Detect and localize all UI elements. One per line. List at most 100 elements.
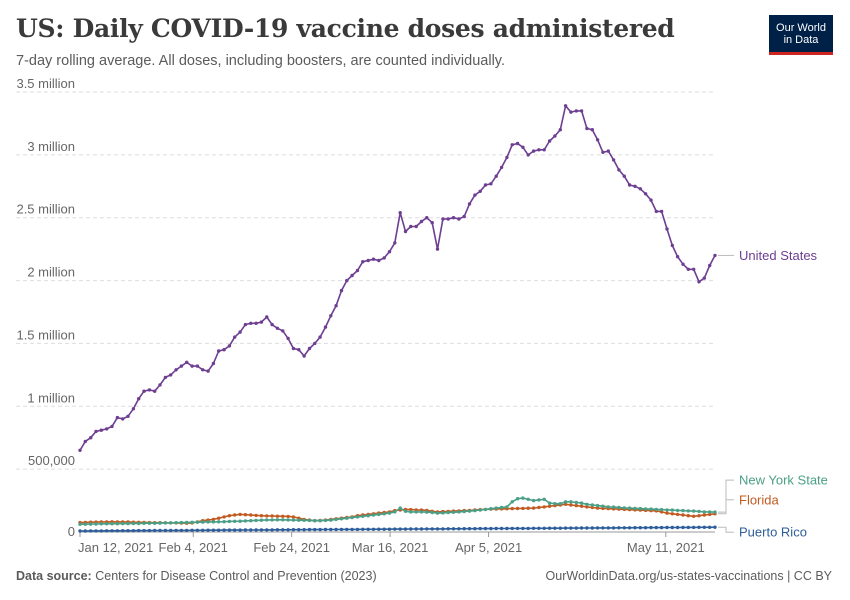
data-point bbox=[105, 522, 109, 526]
data-point bbox=[265, 518, 269, 522]
data-point bbox=[702, 510, 706, 514]
data-point bbox=[643, 192, 648, 196]
data-point bbox=[505, 526, 509, 531]
data-point bbox=[302, 528, 306, 532]
data-point bbox=[425, 216, 429, 220]
data-point bbox=[638, 187, 642, 191]
data-point bbox=[227, 344, 232, 348]
data-point bbox=[195, 364, 200, 368]
data-point bbox=[329, 518, 333, 522]
data-point bbox=[137, 528, 141, 533]
data-point bbox=[179, 528, 184, 533]
data-point bbox=[398, 211, 402, 215]
data-point bbox=[190, 528, 194, 532]
data-point bbox=[137, 521, 141, 526]
data-point bbox=[302, 354, 306, 358]
data-point bbox=[233, 513, 237, 517]
data-point bbox=[345, 278, 349, 283]
data-point bbox=[115, 529, 120, 533]
data-point bbox=[227, 514, 232, 518]
data-point bbox=[462, 527, 466, 531]
data-point bbox=[291, 518, 296, 522]
data-point bbox=[446, 217, 450, 221]
data-point bbox=[195, 528, 200, 532]
data-point bbox=[692, 267, 696, 271]
data-point bbox=[211, 361, 216, 366]
data-point bbox=[451, 216, 456, 220]
data-point bbox=[505, 155, 509, 160]
data-point bbox=[467, 202, 472, 206]
data-point bbox=[238, 528, 242, 532]
data-point bbox=[217, 516, 221, 520]
chart-title: US: Daily COVID-19 vaccine doses adminis… bbox=[16, 14, 675, 43]
data-point bbox=[627, 506, 632, 510]
data-point bbox=[531, 498, 536, 503]
data-point bbox=[126, 414, 130, 418]
data-point bbox=[393, 241, 397, 245]
data-point bbox=[403, 509, 408, 513]
data-point bbox=[670, 525, 674, 530]
data-point bbox=[83, 529, 88, 533]
data-point bbox=[131, 407, 136, 411]
legend-connector bbox=[718, 499, 734, 515]
data-point bbox=[654, 525, 658, 530]
data-point bbox=[574, 503, 578, 508]
data-point bbox=[259, 320, 264, 324]
data-point bbox=[510, 500, 514, 504]
data-point bbox=[494, 506, 498, 510]
data-point bbox=[659, 209, 664, 214]
data-point bbox=[222, 348, 226, 352]
data-point bbox=[569, 500, 573, 504]
data-point bbox=[649, 198, 653, 202]
data-point bbox=[697, 509, 701, 514]
data-point bbox=[387, 527, 392, 531]
data-point bbox=[643, 507, 648, 511]
data-point bbox=[275, 518, 280, 522]
owid-logo[interactable]: Our World in Data bbox=[769, 15, 833, 55]
data-point bbox=[670, 243, 674, 248]
data-point bbox=[627, 183, 632, 187]
data-point bbox=[291, 346, 296, 351]
data-point bbox=[441, 511, 445, 515]
logo-line-2: in Data bbox=[783, 33, 819, 46]
data-point bbox=[665, 525, 669, 530]
data-point bbox=[174, 368, 178, 372]
data-point bbox=[478, 508, 482, 512]
data-point bbox=[345, 516, 349, 520]
data-point bbox=[499, 526, 504, 531]
data-point bbox=[681, 262, 685, 266]
data-point bbox=[83, 522, 88, 526]
data-point bbox=[142, 389, 146, 393]
footer-url-license[interactable]: OurWorldinData.org/us-states-vaccination… bbox=[545, 569, 832, 583]
data-point bbox=[254, 513, 258, 518]
data-point bbox=[665, 227, 669, 231]
data-point bbox=[675, 508, 680, 513]
data-point bbox=[249, 321, 253, 325]
data-point bbox=[222, 528, 226, 532]
data-point bbox=[569, 526, 573, 530]
data-point bbox=[601, 504, 605, 508]
data-point bbox=[409, 224, 413, 229]
data-point bbox=[515, 141, 520, 146]
data-point bbox=[457, 510, 461, 514]
data-point bbox=[579, 526, 584, 530]
data-point bbox=[686, 267, 690, 271]
data-point bbox=[153, 521, 157, 525]
data-point bbox=[542, 505, 546, 509]
data-point bbox=[89, 436, 93, 440]
data-point bbox=[708, 263, 712, 268]
data-point bbox=[403, 527, 408, 531]
data-point bbox=[227, 519, 232, 524]
data-point bbox=[281, 329, 285, 333]
data-point bbox=[329, 527, 333, 532]
data-point bbox=[115, 415, 120, 420]
data-point bbox=[499, 165, 504, 170]
data-point bbox=[377, 527, 381, 531]
data-point bbox=[451, 510, 456, 514]
data-point bbox=[206, 520, 210, 524]
data-point bbox=[547, 501, 552, 505]
data-point bbox=[238, 330, 242, 334]
data-point bbox=[259, 528, 264, 532]
legend-connector bbox=[718, 526, 734, 533]
legend-connector bbox=[718, 479, 734, 513]
